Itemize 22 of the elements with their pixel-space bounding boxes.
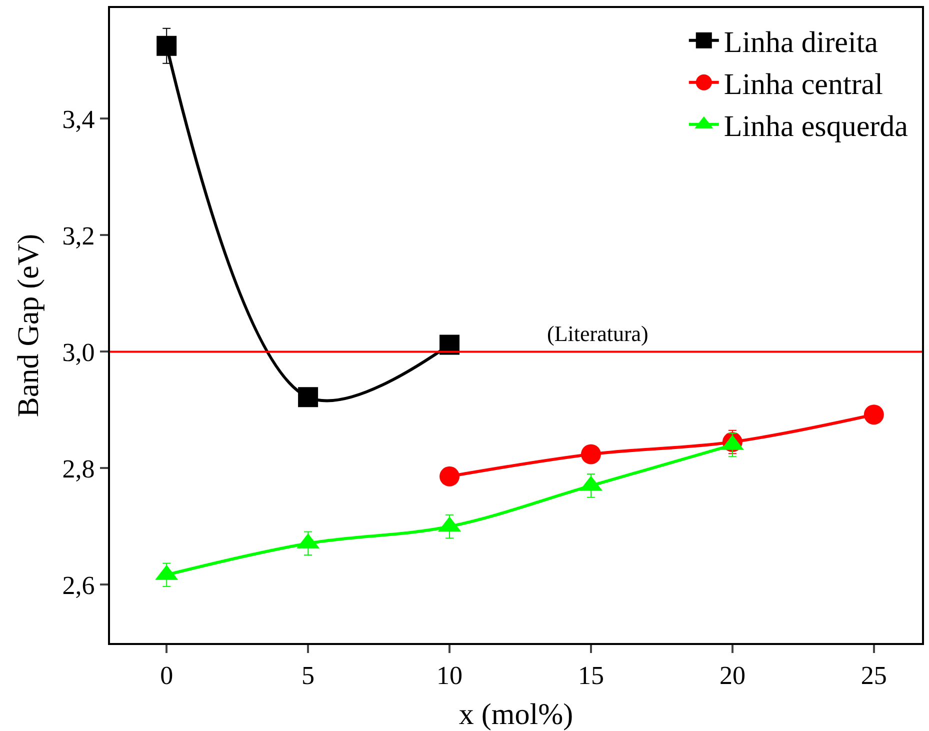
ref-line-label: (Literatura) bbox=[547, 321, 648, 346]
point bbox=[298, 387, 318, 408]
x-tick-label: 5 bbox=[302, 661, 315, 690]
point bbox=[864, 404, 884, 425]
legend-label: Linha central bbox=[724, 68, 883, 102]
x-tick-label: 25 bbox=[860, 661, 887, 690]
y-tick-label: 2,6 bbox=[62, 570, 95, 600]
point bbox=[440, 466, 460, 486]
y-tick-label: 2,8 bbox=[62, 454, 95, 484]
x-tick-label: 0 bbox=[160, 661, 174, 690]
y-axis-title: Band Gap (eV) bbox=[12, 234, 45, 418]
legend-label: Linha esquerda bbox=[724, 110, 908, 144]
legend-label: Linha direita bbox=[724, 26, 878, 60]
x-tick-label: 10 bbox=[436, 661, 463, 690]
x-tick-label: 20 bbox=[719, 661, 746, 690]
point bbox=[440, 334, 460, 355]
point bbox=[580, 444, 601, 464]
y-tick-label: 3,0 bbox=[62, 338, 95, 367]
x-axis-title: x (mol%) bbox=[458, 698, 574, 731]
y-tick-label: 3,2 bbox=[62, 221, 95, 250]
x-tick-label: 15 bbox=[578, 661, 604, 690]
y-tick-label: 3,4 bbox=[62, 104, 95, 134]
